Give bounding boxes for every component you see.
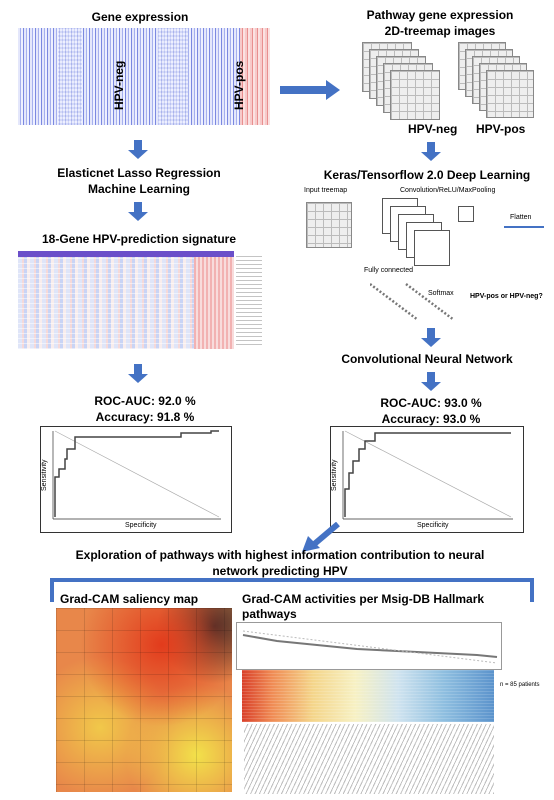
hpv-neg-label: HPV-neg xyxy=(112,60,126,110)
activities-heatmap xyxy=(242,670,494,722)
signature-heatmap xyxy=(18,251,234,349)
input-treemap xyxy=(306,202,352,248)
right-accuracy: Accuracy: 93.0 % xyxy=(381,412,481,426)
lasso-line1: Elasticnet Lasso Regression xyxy=(57,166,221,180)
down-arrow xyxy=(421,372,441,391)
treemap-pos-label: HPV-pos xyxy=(476,122,526,136)
gradcam-title: Grad-CAM saliency map xyxy=(60,592,199,606)
activities-pathway-labels xyxy=(244,724,494,794)
right-roc-ylabel: Sensitivity xyxy=(331,459,338,491)
output-label: HPV-pos or HPV-neg? xyxy=(470,293,543,300)
input-treemap-label: Input treemap xyxy=(304,187,348,194)
gradcam-map xyxy=(56,608,232,792)
exploration-line1: Exploration of pathways with highest inf… xyxy=(75,548,485,562)
down-arrow xyxy=(128,202,148,221)
diagonal-arrow xyxy=(300,521,340,552)
right-auc: ROC-AUC: 93.0 % xyxy=(380,396,482,410)
pathway-title-line2: 2D-treemap images xyxy=(384,24,496,38)
flatten-label: Flatten xyxy=(510,214,532,221)
fully-connected-label: Fully connected xyxy=(364,267,414,274)
activities-title-line2: pathways xyxy=(242,607,297,621)
lasso-line2: Machine Learning xyxy=(87,182,191,196)
softmax-label: Softmax xyxy=(428,290,454,297)
right-roc-xlabel: Specificity xyxy=(417,522,449,529)
down-arrow xyxy=(421,142,441,161)
pathway-title-line1: Pathway gene expression xyxy=(366,8,514,22)
left-roc-plot: Specificity Sensitivity xyxy=(40,426,232,533)
activities-boxplot xyxy=(236,622,502,670)
left-auc: ROC-AUC: 92.0 % xyxy=(94,394,196,408)
fully-connected-dots xyxy=(369,282,460,322)
flatten-arrow xyxy=(504,226,544,228)
right-arrow xyxy=(280,80,344,100)
left-roc-ylabel: Sensitivity xyxy=(41,459,48,491)
signature-title: 18-Gene HPV-prediction signature xyxy=(41,232,237,246)
down-arrow xyxy=(128,140,148,159)
down-arrow xyxy=(128,364,148,383)
treemap-stack-neg xyxy=(362,42,452,122)
cnn-title: Convolutional Neural Network xyxy=(341,352,513,366)
left-roc-xlabel: Specificity xyxy=(125,522,157,529)
treemap-neg-label: HPV-neg xyxy=(408,122,458,136)
down-arrow xyxy=(421,328,441,347)
gene-expression-heatmap xyxy=(18,28,270,125)
exploration-line2: network predicting HPV xyxy=(212,564,348,578)
right-roc-plot: Specificity Sensitivity xyxy=(330,426,524,533)
keras-title: Keras/Tensorflow 2.0 Deep Learning xyxy=(323,168,531,182)
bracket xyxy=(50,578,534,602)
conv-label: Convolution/ReLU/MaxPooling xyxy=(400,187,496,194)
hpv-pos-label: HPV-pos xyxy=(232,60,246,110)
gene-expression-title: Gene expression xyxy=(91,10,189,24)
patients-count-label: n = 85 patients xyxy=(500,682,540,688)
signature-gene-list xyxy=(236,254,262,348)
activities-title-line1: Grad-CAM activities per Msig-DB Hallmark xyxy=(242,592,485,606)
cnn-layers xyxy=(382,198,474,266)
left-accuracy: Accuracy: 91.8 % xyxy=(95,410,195,424)
treemap-stack-pos xyxy=(458,42,548,122)
